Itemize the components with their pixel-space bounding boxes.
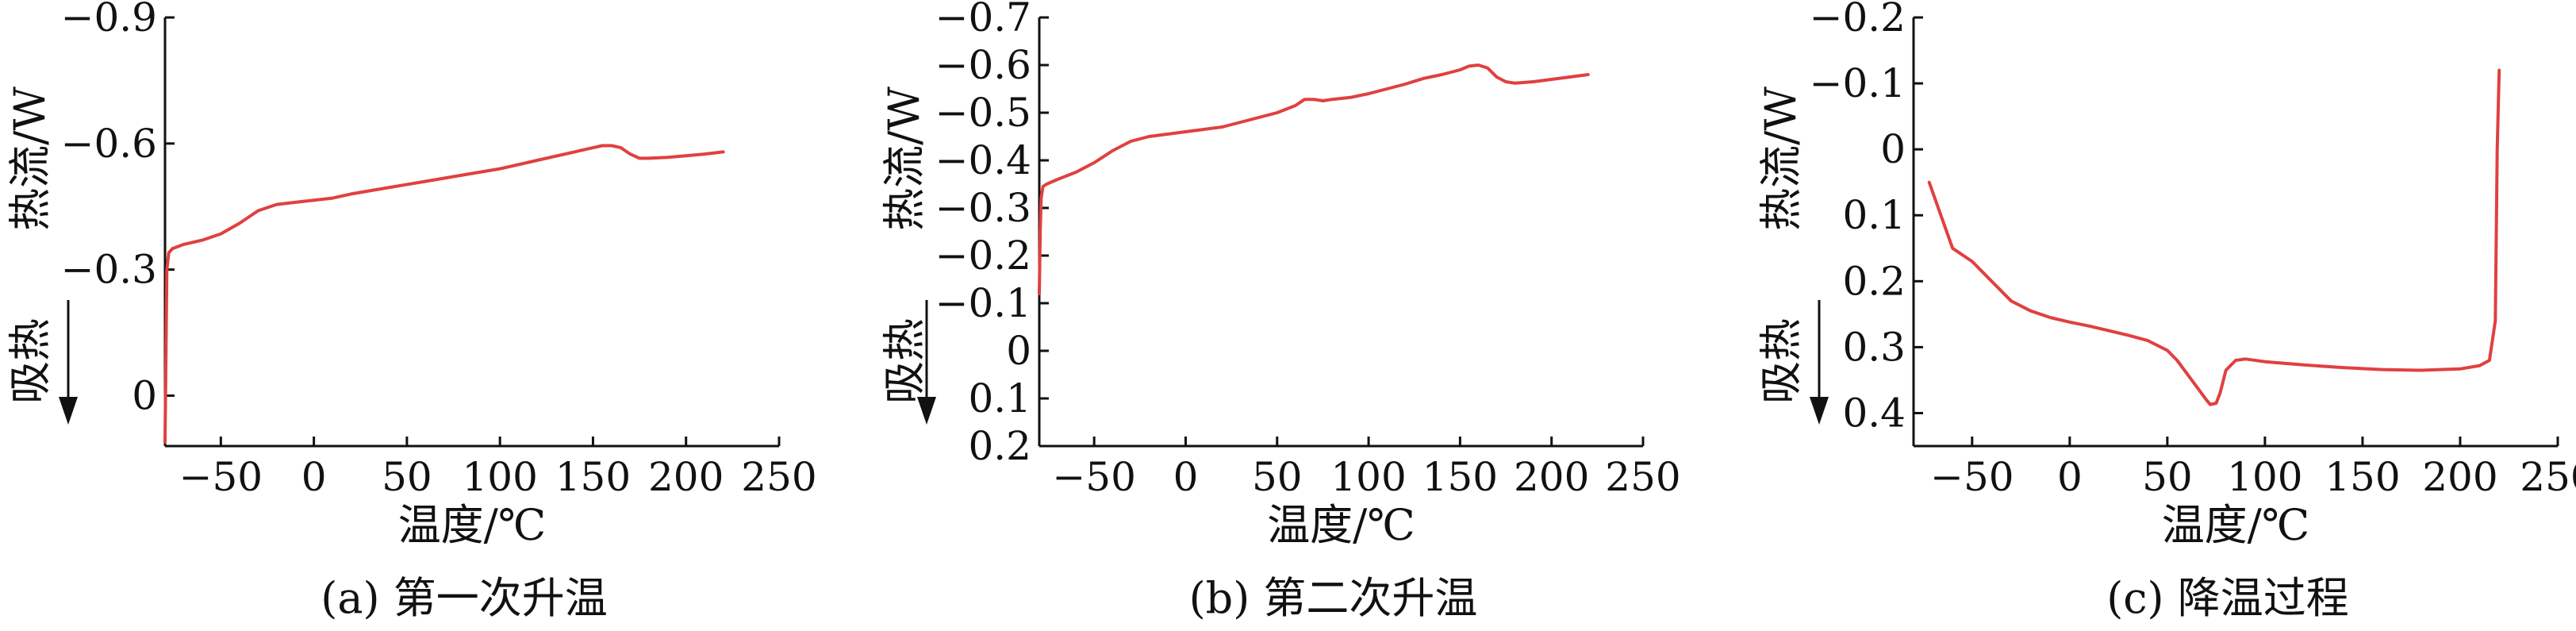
x-axis-label-c: 温度/℃ xyxy=(2162,500,2310,550)
endotherm-label-c: 吸热 xyxy=(1756,318,1806,404)
series-line-a xyxy=(163,144,725,444)
series-line-b xyxy=(1038,63,1590,295)
y-axis-label-b: 热流/W xyxy=(880,87,930,231)
x-tick-label: 150 xyxy=(2325,454,2400,500)
x-tick-label: 150 xyxy=(1422,454,1498,500)
chart-panel-b: −50 0 50 100 150 200 250 −0.7−0.6−0.5−0.4−0.3−… xyxy=(880,0,1681,623)
x-axis-label-b: 温度/℃ xyxy=(1267,500,1415,550)
y-tick-label: 0.1 xyxy=(1842,192,1906,238)
y-ticks-c: −0.2 −0.1 0 0.1 0.2 0.3 0.4 xyxy=(1810,0,1923,436)
x-tick-label: 50 xyxy=(2142,454,2193,500)
series-line-c xyxy=(1927,68,2501,406)
x-tick-label: −50 xyxy=(179,454,263,500)
y-tick-label: −0.7 xyxy=(935,0,1031,40)
y-axis-label-c: 热流/W xyxy=(1756,87,1806,231)
y-tick-label: −0.1 xyxy=(1810,60,1906,106)
y-tick-label: −0.2 xyxy=(935,233,1031,279)
axes-c xyxy=(1912,17,2558,448)
y-tick-label: −0.9 xyxy=(61,0,157,40)
y-tick-label: −0.6 xyxy=(935,42,1031,88)
y-tick-label: 0 xyxy=(132,372,157,418)
x-axis-label-a: 温度/℃ xyxy=(398,500,547,550)
endotherm-arrow-b xyxy=(917,300,936,425)
endotherm-label-a: 吸热 xyxy=(6,318,56,404)
y-tick-label: −0.1 xyxy=(935,280,1031,326)
y-tick-label: −0.5 xyxy=(935,90,1031,136)
endotherm-arrow-a xyxy=(59,300,78,425)
y-tick-label: 0 xyxy=(1006,328,1031,374)
y-tick-label: −0.6 xyxy=(61,121,157,167)
y-axis-label-a: 热流/W xyxy=(6,87,56,231)
x-tick-label: 0 xyxy=(1173,454,1199,500)
y-ticks-b: −0.7−0.6−0.5−0.4−0.3−0.2−0.100.10.2 xyxy=(935,0,1049,469)
x-tick-label: 100 xyxy=(1330,454,1406,500)
chart-panel-c: −50 0 50 100 150 200 250 −0.2 −0.1 0 0.1 0.2 0.3 0.4… xyxy=(1756,0,2576,623)
x-tick-label: 0 xyxy=(2057,454,2083,500)
x-ticks-a: −50 0 50 100 150 200 250 xyxy=(179,437,817,500)
x-tick-label: 50 xyxy=(1252,454,1303,500)
x-tick-label: 200 xyxy=(2422,454,2497,500)
y-ticks-a: −0.9 −0.6 −0.3 0 xyxy=(61,0,175,418)
x-tick-label: 250 xyxy=(1605,454,1680,500)
axes-b xyxy=(1038,17,1643,448)
y-tick-label: −0.2 xyxy=(1810,0,1906,40)
y-tick-label: 0 xyxy=(1880,126,1906,172)
axes-a xyxy=(163,17,779,448)
y-tick-label: 0.1 xyxy=(968,375,1031,421)
caption-b: (b) 第二次升温 xyxy=(1189,573,1478,623)
x-tick-label: 150 xyxy=(555,454,631,500)
x-tick-label: 250 xyxy=(2520,454,2576,500)
y-tick-label: −0.4 xyxy=(935,137,1031,183)
caption-a: (a) 第一次升温 xyxy=(321,573,608,623)
x-tick-label: −50 xyxy=(1930,454,2014,500)
x-tick-label: 0 xyxy=(301,454,327,500)
y-tick-label: −0.3 xyxy=(935,185,1031,231)
x-ticks-c: −50 0 50 100 150 200 250 xyxy=(1930,437,2576,500)
x-tick-label: 250 xyxy=(741,454,816,500)
y-tick-label: 0.2 xyxy=(968,423,1031,469)
x-tick-label: 50 xyxy=(382,454,432,500)
x-tick-label: 100 xyxy=(462,454,537,500)
caption-c: (c) 降温过程 xyxy=(2106,573,2349,623)
x-tick-label: 200 xyxy=(648,454,724,500)
x-tick-label: 200 xyxy=(1514,454,1589,500)
x-tick-label: 100 xyxy=(2227,454,2302,500)
y-tick-label: −0.3 xyxy=(61,247,157,293)
y-tick-label: 0.3 xyxy=(1842,324,1906,370)
y-tick-label: 0.2 xyxy=(1842,258,1906,304)
x-ticks-b: −50 0 50 100 150 200 250 xyxy=(1052,437,1681,500)
y-tick-label: 0.4 xyxy=(1842,390,1906,436)
endotherm-arrow-c xyxy=(1810,300,1829,425)
endotherm-label-b: 吸热 xyxy=(880,318,930,404)
x-tick-label: −50 xyxy=(1052,454,1136,500)
chart-panel-a: −50 0 50 100 150 200 250 −0.9 −0.6 −0.3 0 温度/℃ 热流… xyxy=(6,0,817,623)
